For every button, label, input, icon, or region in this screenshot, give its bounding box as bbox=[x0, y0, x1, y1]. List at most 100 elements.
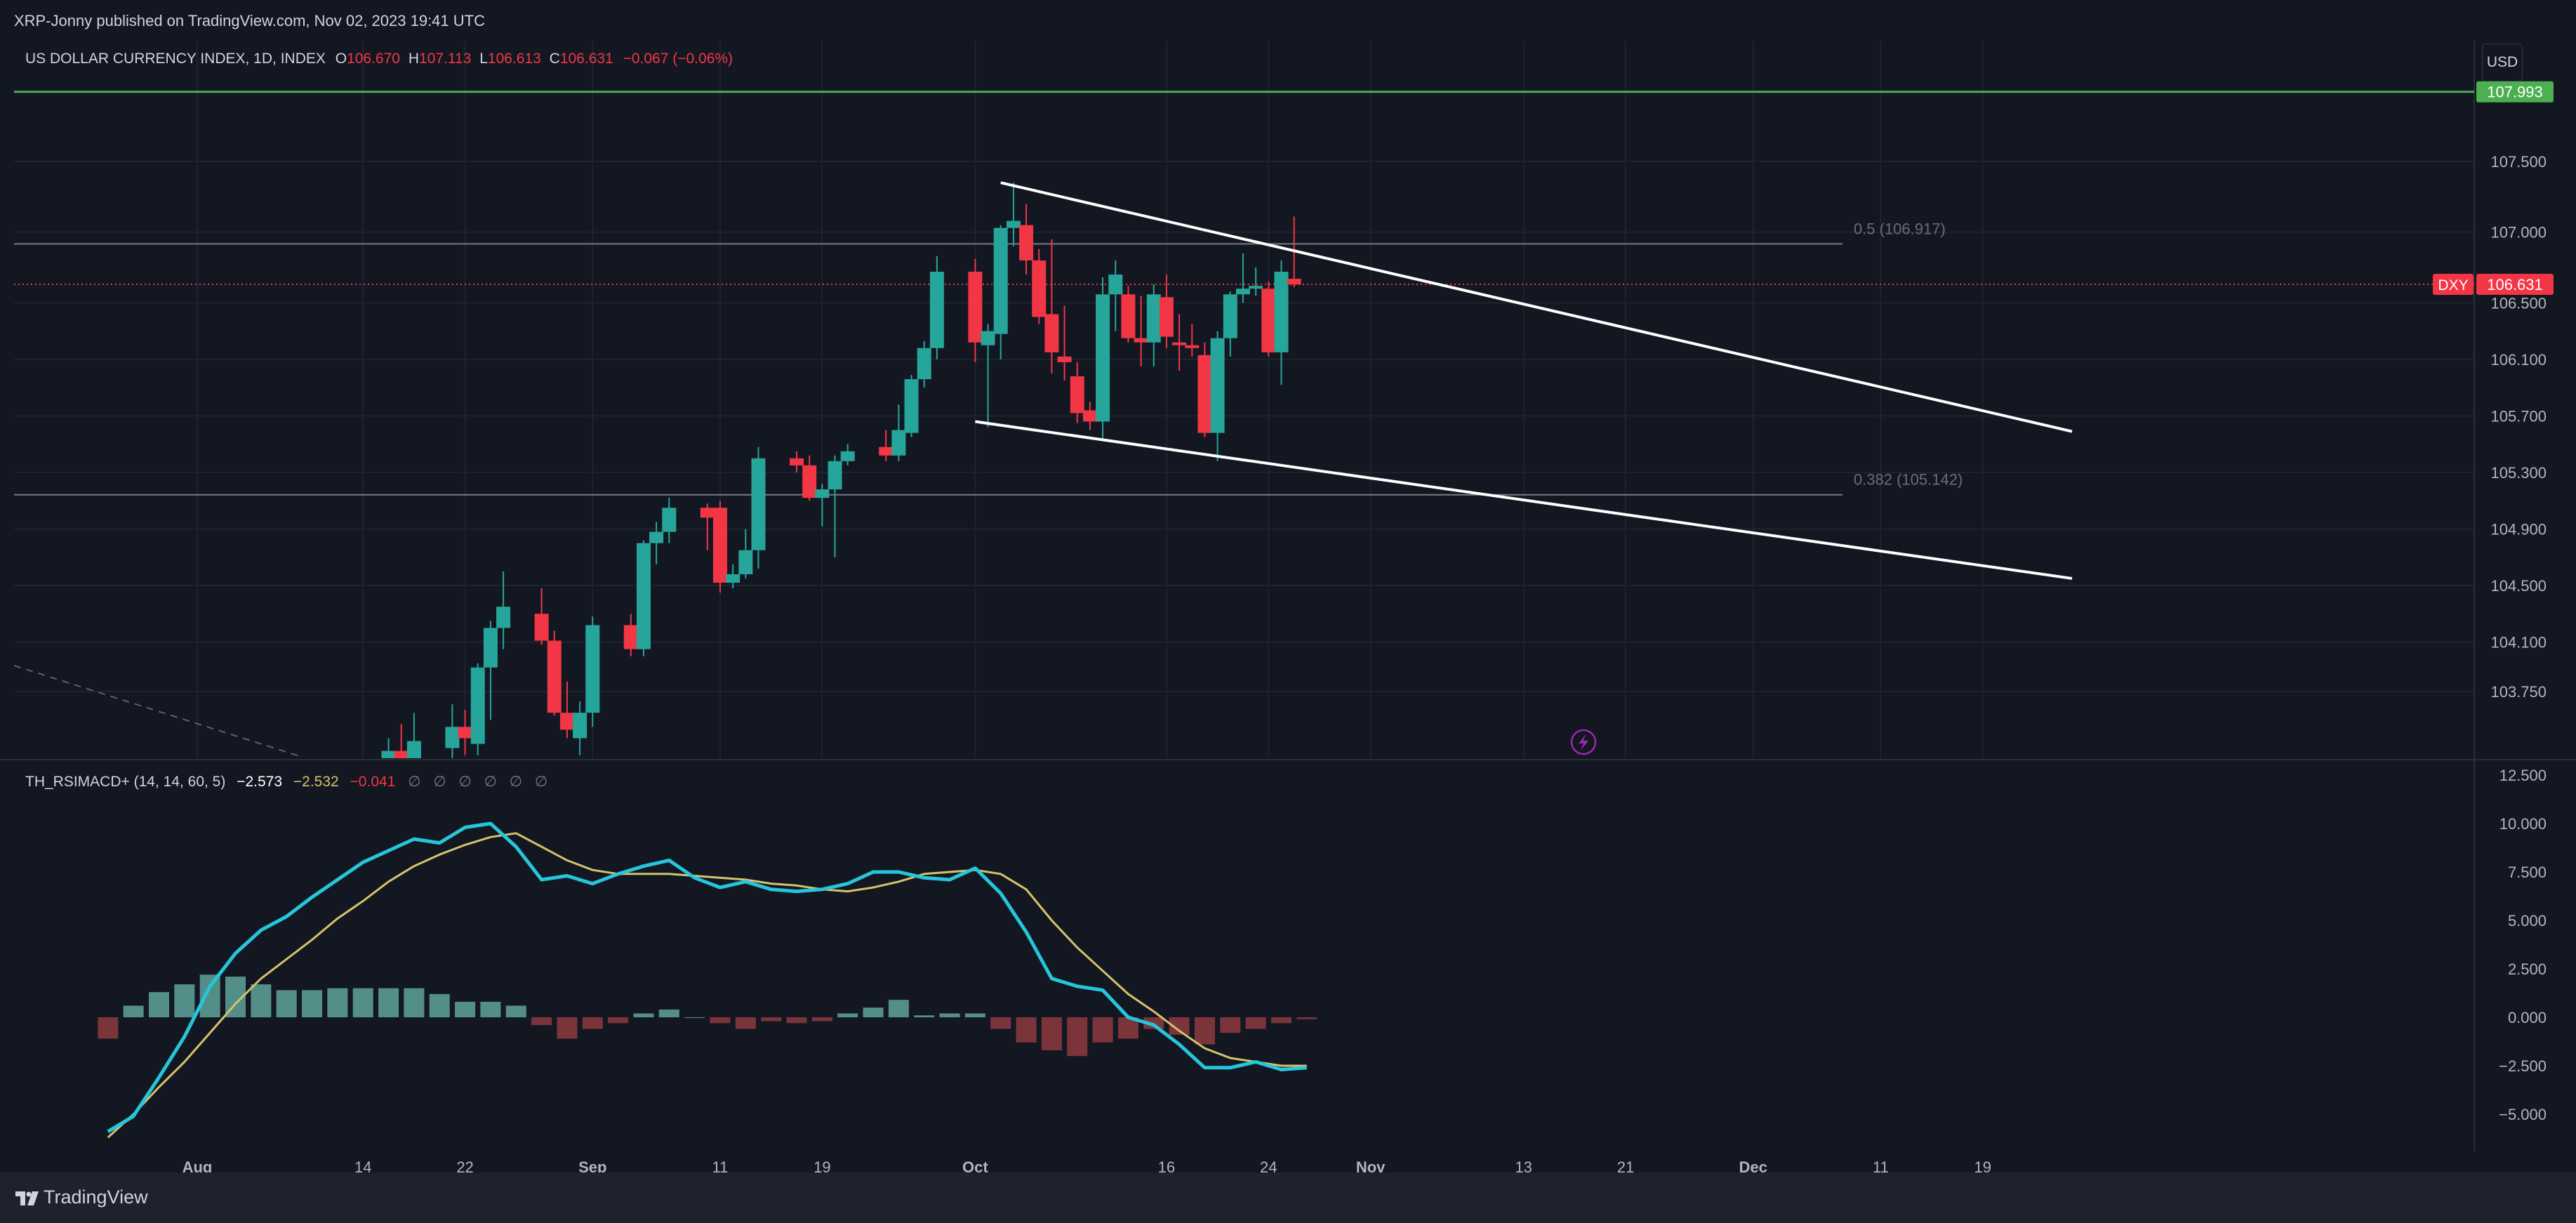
earnings-marker[interactable] bbox=[1570, 729, 1597, 755]
price-tick-label: 105.700 bbox=[2490, 407, 2547, 425]
candle-body[interactable] bbox=[496, 607, 511, 628]
last-price-tag bbox=[2476, 273, 2554, 295]
candle-body[interactable] bbox=[458, 727, 472, 739]
histogram-bar bbox=[710, 1017, 731, 1024]
candle-body[interactable] bbox=[662, 508, 677, 532]
candle-body[interactable] bbox=[1108, 275, 1123, 295]
time-tick-label: 11 bbox=[1873, 1158, 1889, 1176]
candle-body[interactable] bbox=[1019, 225, 1034, 260]
indicator-legend: TH_RSIMACD+ (14, 14, 60, 5) −2.573 −2.53… bbox=[25, 773, 547, 791]
candle-body[interactable] bbox=[738, 550, 753, 574]
candle-body[interactable] bbox=[981, 331, 995, 345]
symbol-name[interactable]: US DOLLAR CURRENCY INDEX, 1D, INDEX bbox=[25, 51, 326, 67]
histogram-bar bbox=[98, 1017, 119, 1039]
candle-body[interactable] bbox=[968, 272, 983, 343]
histogram-bar bbox=[633, 1013, 654, 1017]
candle-body[interactable] bbox=[547, 640, 562, 713]
candle-body[interactable] bbox=[1121, 294, 1136, 338]
candle-body[interactable] bbox=[1044, 314, 1059, 352]
grid bbox=[14, 41, 2474, 758]
candle-body[interactable] bbox=[1006, 220, 1021, 228]
footer-bar bbox=[0, 1172, 2576, 1223]
candle-body[interactable] bbox=[1197, 355, 1212, 433]
histogram-bar bbox=[480, 1001, 501, 1017]
candle-body[interactable] bbox=[1096, 294, 1110, 422]
histogram-bar bbox=[251, 984, 272, 1017]
candle-body[interactable] bbox=[649, 531, 664, 543]
currency-button[interactable]: USD bbox=[2482, 44, 2523, 81]
open-label: O bbox=[335, 51, 347, 67]
candle-body[interactable] bbox=[1185, 345, 1200, 348]
candle-body[interactable] bbox=[623, 625, 638, 649]
indicator-placeholder: ∅ bbox=[509, 774, 523, 790]
histogram-bar bbox=[761, 1017, 782, 1022]
candle-body[interactable] bbox=[828, 461, 842, 490]
candles bbox=[381, 183, 1301, 769]
price-axis: 107.500 107.000 106.500 106.100 105.700 105.3… bbox=[2490, 153, 2547, 1123]
candle-body[interactable] bbox=[534, 614, 549, 641]
candle-body[interactable] bbox=[726, 574, 741, 583]
candle-body[interactable] bbox=[789, 458, 804, 465]
candle-body[interactable] bbox=[406, 741, 421, 760]
candle-body[interactable] bbox=[1287, 279, 1301, 285]
histogram-bar bbox=[199, 974, 220, 1017]
candle-body[interactable] bbox=[1134, 338, 1148, 343]
channel-lower-line[interactable] bbox=[975, 420, 2073, 580]
candle-body[interactable] bbox=[470, 667, 485, 744]
candle-body[interactable] bbox=[712, 508, 727, 583]
histogram-bar bbox=[608, 1017, 629, 1024]
candle-body[interactable] bbox=[802, 465, 817, 498]
candle-body[interactable] bbox=[1261, 289, 1276, 352]
candle-body[interactable] bbox=[573, 713, 587, 739]
candle-body[interactable] bbox=[1235, 289, 1250, 295]
candle-body[interactable] bbox=[815, 489, 830, 498]
candle-body[interactable] bbox=[1159, 297, 1174, 337]
candle-body[interactable] bbox=[751, 458, 766, 550]
candle-body[interactable] bbox=[585, 625, 600, 713]
rsimacd-line[interactable] bbox=[107, 821, 1307, 1133]
time-tick-label: 11 bbox=[712, 1158, 729, 1176]
candle-body[interactable] bbox=[1146, 294, 1161, 343]
candle-body[interactable] bbox=[1057, 356, 1072, 362]
candle-body[interactable] bbox=[1172, 342, 1187, 345]
histogram-bar bbox=[939, 1013, 960, 1017]
indicator-title[interactable]: TH_RSIMACD+ (14, 14, 60, 5) bbox=[25, 774, 226, 790]
signal-line[interactable] bbox=[107, 832, 1307, 1139]
candle-body[interactable] bbox=[1223, 294, 1237, 338]
candle-body[interactable] bbox=[1210, 338, 1225, 433]
indicator-placeholder: ∅ bbox=[458, 774, 472, 790]
candle-body[interactable] bbox=[1249, 286, 1263, 289]
candle-body[interactable] bbox=[840, 451, 855, 461]
candle-body[interactable] bbox=[559, 713, 574, 730]
candle-body[interactable] bbox=[929, 272, 944, 348]
fib-label: 0.382 (105.142) bbox=[1854, 471, 1963, 489]
price-tick-label: 103.750 bbox=[2490, 683, 2547, 701]
histogram-bar bbox=[302, 990, 323, 1017]
price-tick-label: 104.100 bbox=[2490, 634, 2547, 652]
candle-body[interactable] bbox=[879, 447, 894, 456]
candle-body[interactable] bbox=[904, 379, 919, 433]
candle-body[interactable] bbox=[381, 751, 396, 769]
footer-brand[interactable]: TradingView bbox=[15, 1186, 148, 1208]
candle-body[interactable] bbox=[1070, 376, 1084, 414]
symbol-tag-label: DXY bbox=[2438, 277, 2468, 293]
candle-body[interactable] bbox=[917, 348, 931, 380]
macd-tick-label: 12.500 bbox=[2499, 767, 2547, 784]
candle-body[interactable] bbox=[1274, 272, 1289, 352]
histogram-bar bbox=[735, 1017, 756, 1029]
channel-upper-line[interactable] bbox=[1000, 181, 2073, 433]
candle-body[interactable] bbox=[700, 508, 715, 518]
candle-body[interactable] bbox=[891, 430, 906, 456]
indicator-placeholder: ∅ bbox=[484, 774, 497, 790]
histogram-bar bbox=[914, 1015, 935, 1017]
candle-body[interactable] bbox=[445, 727, 460, 748]
candle-body[interactable] bbox=[636, 543, 651, 649]
candle-body[interactable] bbox=[993, 227, 1008, 334]
histogram-bar bbox=[1270, 1017, 1292, 1024]
candle-body[interactable] bbox=[1032, 260, 1047, 317]
candle-body[interactable] bbox=[394, 751, 409, 761]
candle-body[interactable] bbox=[1082, 410, 1097, 422]
candle-body[interactable] bbox=[483, 628, 498, 668]
earnings-circle[interactable] bbox=[1570, 729, 1597, 755]
